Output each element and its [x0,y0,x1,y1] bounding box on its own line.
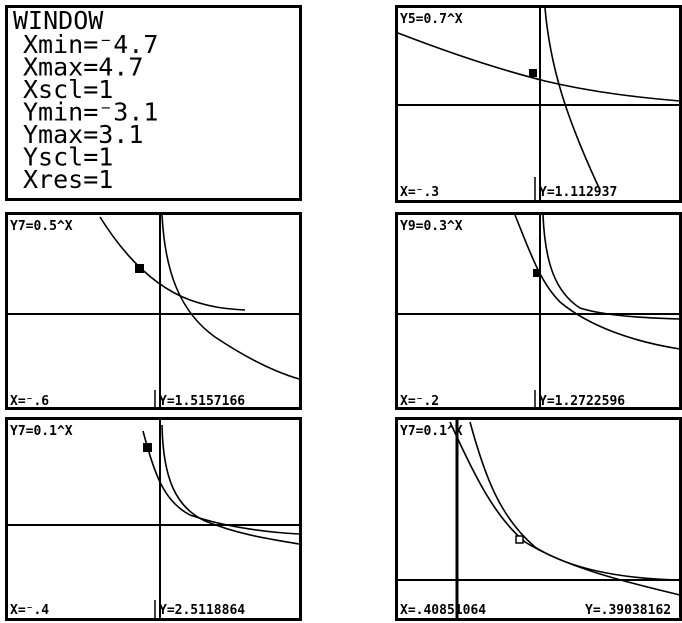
y-readout: Y=1.5157166 [159,394,245,409]
y-readout: Y=2.5118864 [159,603,245,618]
graph-panel: Y5=0.7^X X=⁻.3 Y=1.112937 [397,7,681,203]
x-readout: X=⁻.6 [10,394,49,409]
cursor [143,443,152,452]
graph-panel: Y7=0.1^X X=⁻.4 Y=2.5118864 [7,419,301,621]
cursor [533,269,541,277]
frame [7,419,301,620]
graph-panel: Y7=0.1^X X=.40851064 Y=.39038162 [397,419,681,621]
cursor [135,264,144,273]
equation: Y7=0.1^X [10,424,73,439]
graph-panel: Y9=0.3^X X=⁻.2 Y=1.2722596 [397,214,681,411]
y-readout: Y=1.112937 [539,185,617,200]
graph-panel: Y7=0.5^X X=⁻.6 Y=1.5157166 [7,214,301,411]
y-readout: Y=.39038162 [585,603,671,618]
frame [7,214,301,409]
screen: WINDOW Xmin=⁻4.7Xmax=4.7Xscl=1Ymin=⁻3.1Y… [0,0,682,623]
cursor [529,69,537,77]
x-readout: X=⁻.2 [400,394,439,409]
window-setting: Xres=1 [23,165,113,194]
frame [397,419,681,620]
window-panel: WINDOW Xmin=⁻4.7Xmax=4.7Xscl=1Ymin=⁻3.1Y… [7,6,301,200]
x-readout: X=⁻.4 [10,603,49,618]
y-readout: Y=1.2722596 [539,394,625,409]
frame [397,214,681,409]
equation: Y9=0.3^X [400,219,463,234]
cursor [516,536,523,543]
x-readout: X=⁻.3 [400,185,439,200]
equation: Y5=0.7^X [400,12,463,27]
equation: Y7=0.5^X [10,219,73,234]
x-readout: X=.40851064 [400,603,486,618]
equation: Y7=0.1^X [400,424,463,439]
